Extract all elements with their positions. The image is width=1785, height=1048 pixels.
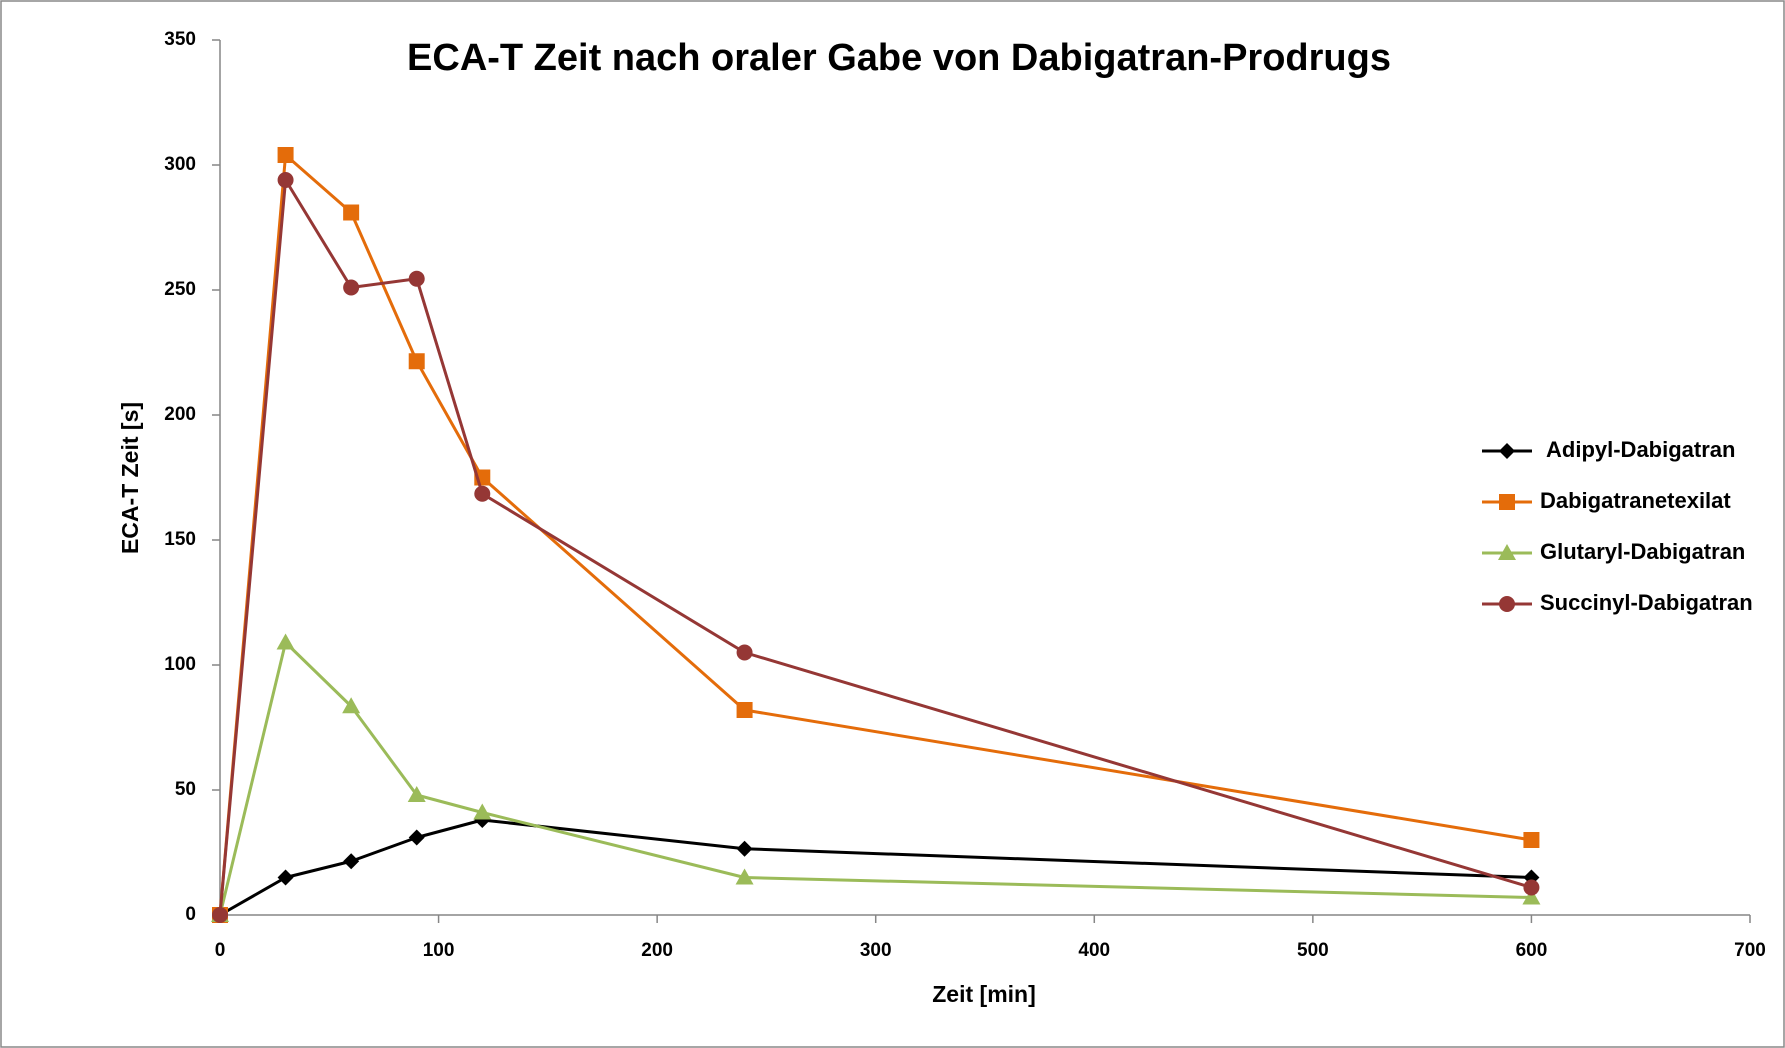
- marker: [473, 803, 492, 820]
- marker: [342, 697, 361, 714]
- y-tick-label: 200: [164, 404, 196, 425]
- marker: [736, 840, 753, 857]
- y-tick-label: 300: [164, 154, 196, 175]
- x-tick-label: 500: [1297, 940, 1329, 961]
- legend-label: Adipyl-Dabigatran: [1546, 437, 1735, 462]
- marker: [407, 786, 426, 802]
- marker: [1523, 832, 1540, 848]
- marker: [1499, 596, 1515, 612]
- x-tick-label: 700: [1734, 940, 1766, 961]
- y-tick-label: 50: [175, 779, 196, 800]
- y-tick-label: 250: [164, 279, 196, 300]
- marker: [408, 829, 425, 846]
- marker: [474, 485, 491, 502]
- marker: [1498, 544, 1516, 560]
- legend-label: Succinyl-Dabigatran: [1540, 590, 1753, 615]
- x-tick-label: 200: [641, 940, 673, 961]
- marker: [343, 204, 360, 221]
- x-axis-label: Zeit [min]: [932, 981, 1036, 1007]
- y-axis-label: ECA-T Zeit [s]: [117, 402, 143, 554]
- marker: [736, 644, 753, 661]
- marker: [1499, 494, 1515, 510]
- marker: [408, 353, 425, 370]
- y-tick-label: 0: [185, 904, 196, 925]
- marker: [277, 869, 294, 886]
- chart-title: ECA-T Zeit nach oraler Gabe von Dabigatr…: [407, 37, 1391, 79]
- marker: [212, 907, 228, 923]
- marker: [1499, 443, 1515, 459]
- marker: [343, 279, 360, 296]
- x-tick-label: 400: [1078, 940, 1110, 961]
- marker: [735, 868, 754, 885]
- marker: [276, 633, 295, 650]
- x-tick-label: 300: [860, 940, 892, 961]
- x-tick-label: 100: [423, 940, 455, 961]
- marker: [1522, 888, 1541, 905]
- marker: [277, 147, 294, 163]
- y-tick-label: 350: [164, 29, 196, 50]
- marker: [1523, 879, 1540, 896]
- legend-label: Dabigatranetexilat: [1540, 488, 1731, 513]
- marker: [736, 702, 753, 718]
- y-tick-label: 150: [164, 529, 196, 550]
- marker: [343, 853, 360, 870]
- marker: [277, 172, 294, 188]
- marker: [408, 270, 425, 287]
- legend-label: Glutaryl-Dabigatran: [1540, 539, 1745, 564]
- y-tick-label: 100: [164, 654, 196, 675]
- x-tick-label: 600: [1516, 940, 1548, 961]
- x-tick-label: 0: [215, 940, 226, 961]
